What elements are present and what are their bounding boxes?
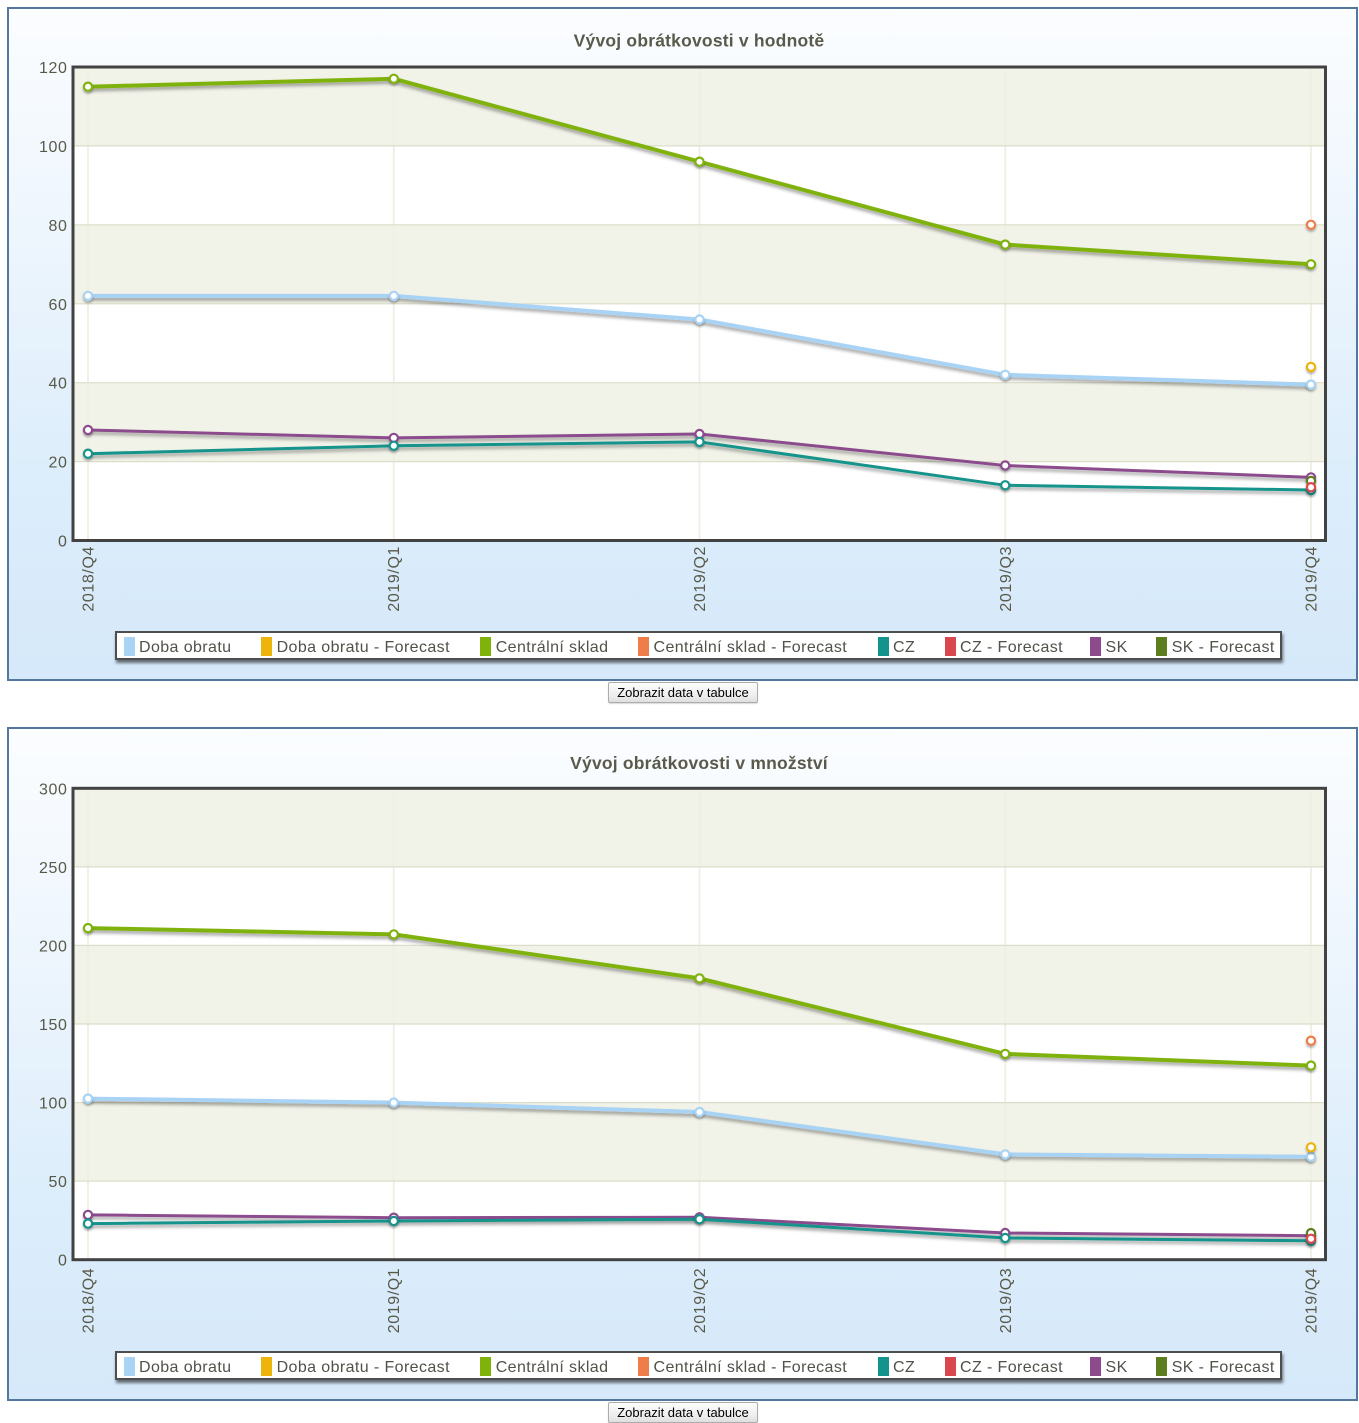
svg-text:0: 0 [58,1253,68,1270]
svg-text:20: 20 [49,455,68,472]
svg-text:2019/Q3: 2019/Q3 [998,546,1015,612]
svg-text:250: 250 [39,860,68,877]
svg-text:60: 60 [49,297,68,314]
svg-text:2018/Q4: 2018/Q4 [81,1268,98,1334]
svg-text:100: 100 [39,1096,68,1113]
svg-text:Vývoj obrátkovosti v hodnotě: Vývoj obrátkovosti v hodnotě [574,31,825,51]
svg-text:150: 150 [39,1017,68,1034]
svg-text:100: 100 [39,139,68,156]
svg-text:2018/Q4: 2018/Q4 [81,546,98,612]
svg-text:40: 40 [49,376,68,393]
svg-text:0: 0 [58,534,68,551]
svg-text:300: 300 [39,781,68,798]
svg-text:2019/Q2: 2019/Q2 [692,1268,709,1334]
svg-text:2019/Q1: 2019/Q1 [386,546,403,612]
svg-text:200: 200 [39,938,68,955]
svg-text:2019/Q2: 2019/Q2 [692,546,709,612]
svg-text:80: 80 [49,218,68,235]
svg-text:2019/Q4: 2019/Q4 [1304,546,1321,612]
svg-text:2019/Q3: 2019/Q3 [998,1268,1015,1334]
svg-text:50: 50 [49,1174,68,1191]
svg-text:120: 120 [39,60,68,77]
svg-text:Vývoj obrátkovosti v množství: Vývoj obrátkovosti v množství [570,753,829,773]
svg-text:2019/Q1: 2019/Q1 [386,1268,403,1334]
svg-text:2019/Q4: 2019/Q4 [1304,1268,1321,1334]
